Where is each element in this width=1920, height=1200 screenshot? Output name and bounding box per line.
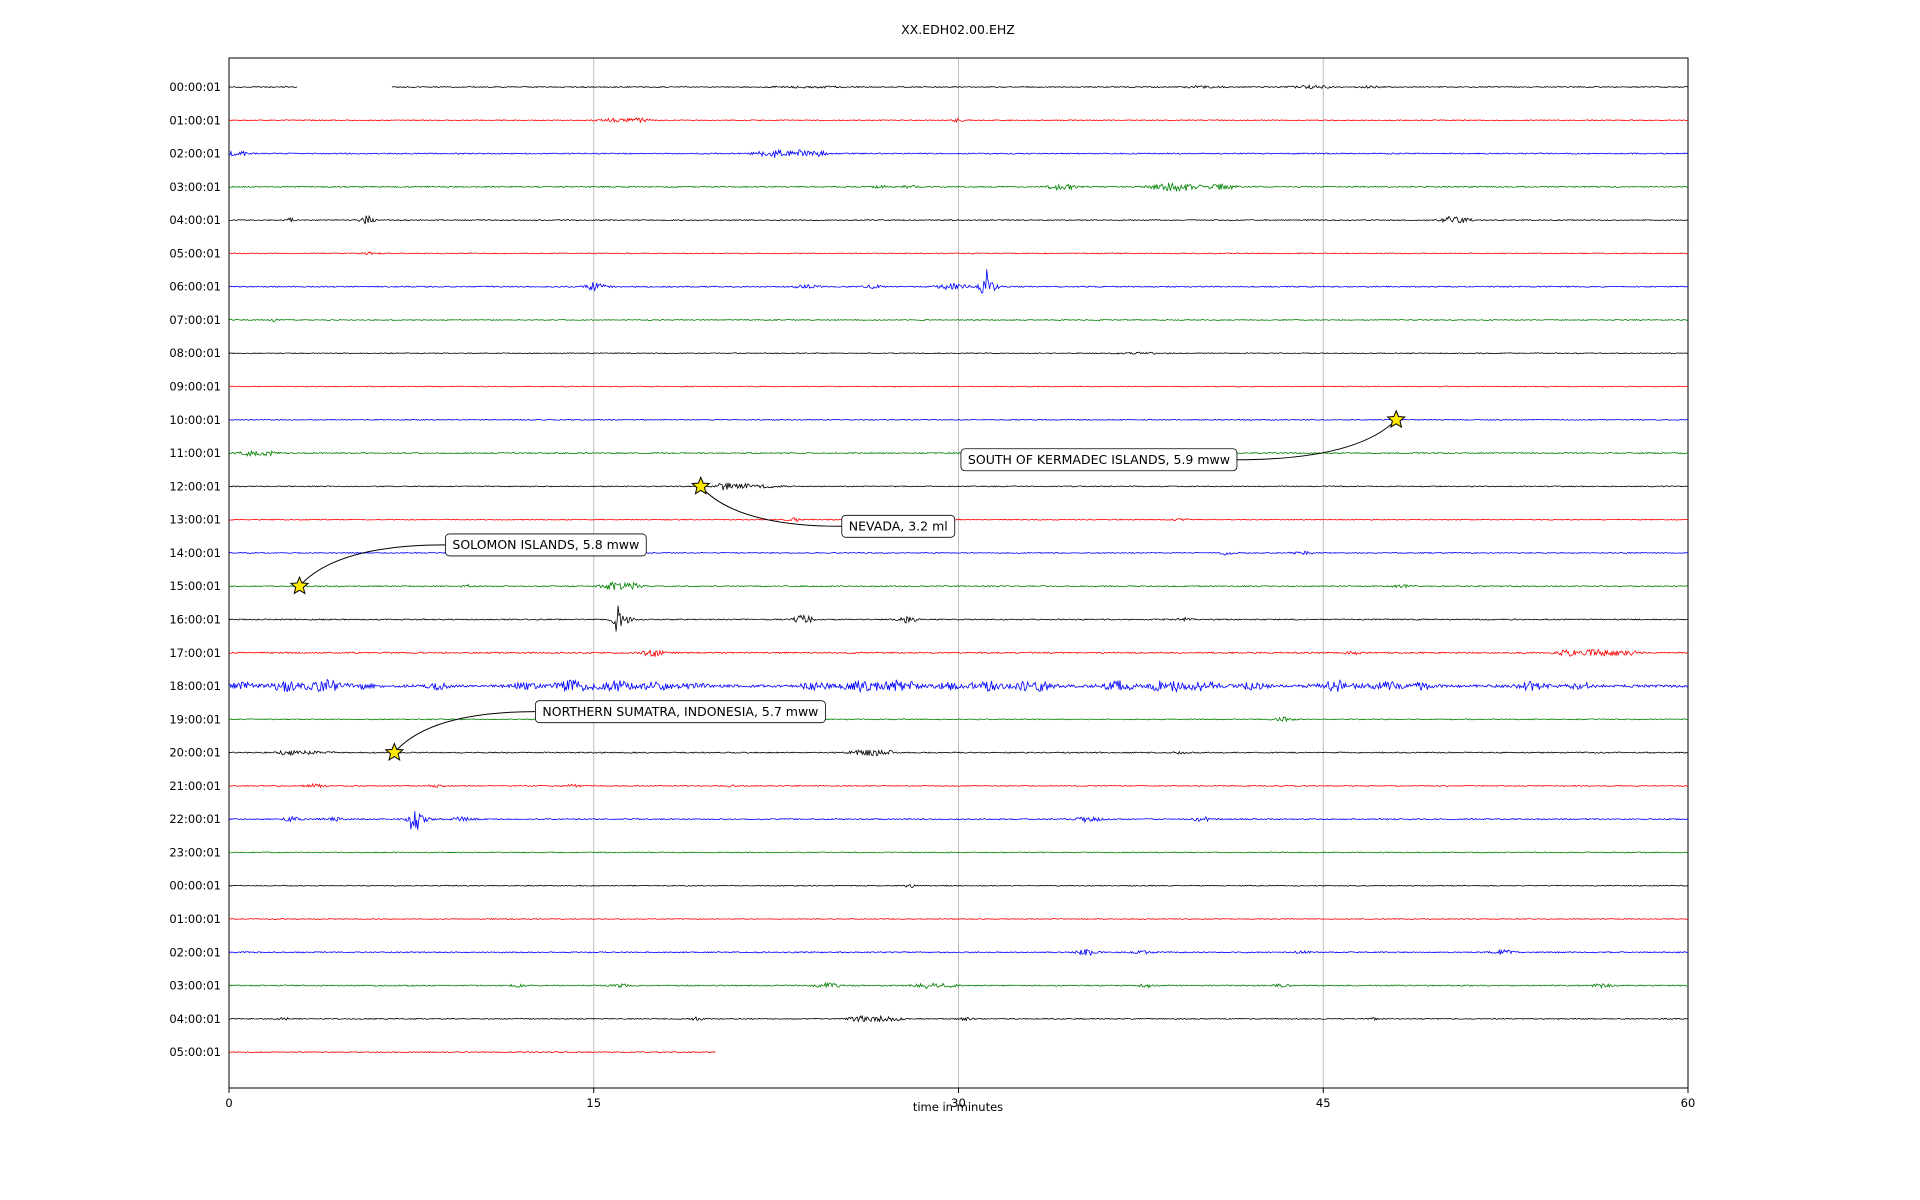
- row-time-label: 15:00:01: [169, 579, 221, 593]
- row-time-label: 14:00:01: [169, 546, 221, 560]
- seismogram-trace: [228, 117, 1689, 124]
- row-time-label: 05:00:01: [169, 246, 221, 260]
- event-star: [384, 742, 405, 761]
- seismogram-trace: [228, 782, 1689, 789]
- row-time-label: 17:00:01: [169, 646, 221, 660]
- seismogram-trace: [228, 214, 1689, 225]
- seismogram-trace: [228, 351, 1689, 355]
- row-time-label: 09:00:01: [169, 380, 221, 394]
- seismogram-trace: [228, 1014, 1689, 1023]
- row-time-label: 16:00:01: [169, 612, 221, 626]
- x-tick-label: 15: [586, 1096, 601, 1110]
- seismogram-trace: [228, 1051, 716, 1054]
- event-connector: [393, 711, 536, 753]
- seismogram-trace: [228, 385, 1689, 388]
- seismogram-trace: [228, 269, 1689, 294]
- seismogram-trace: [228, 948, 1689, 957]
- row-time-label: 18:00:01: [169, 679, 221, 693]
- event-label-box: [445, 533, 647, 557]
- row-time-label: 06:00:01: [169, 280, 221, 294]
- event-star: [690, 476, 711, 495]
- event-label-text: SOUTH OF KERMADEC ISLANDS, 5.9 mww: [968, 452, 1230, 467]
- seismogram-trace: [391, 84, 1688, 90]
- seismogram-trace: [228, 716, 1689, 723]
- row-time-label: 02:00:01: [169, 147, 221, 161]
- row-time-label: 04:00:01: [169, 1012, 221, 1026]
- seismogram-trace: [228, 86, 298, 88]
- event-connector: [700, 486, 842, 527]
- row-time-label: 21:00:01: [169, 779, 221, 793]
- row-time-label: 02:00:01: [169, 945, 221, 959]
- seismogram-trace: [228, 678, 1689, 694]
- row-time-label: 01:00:01: [169, 113, 221, 127]
- row-time-label: 13:00:01: [169, 513, 221, 527]
- row-time-label: 10:00:01: [169, 413, 221, 427]
- chart-title: XX.EDH02.00.EHZ: [901, 22, 1015, 37]
- seismogram-trace: [228, 811, 1689, 830]
- row-time-label: 00:00:01: [169, 879, 221, 893]
- event-label-text: SOLOMON ISLANDS, 5.8 mww: [452, 537, 639, 552]
- row-time-label: 01:00:01: [169, 912, 221, 926]
- event-label-text: NEVADA, 3.2 ml: [849, 518, 948, 533]
- row-time-label: 04:00:01: [169, 213, 221, 227]
- seismogram-trace: [228, 482, 1689, 491]
- x-axis-label: time in minutes: [912, 1100, 1004, 1114]
- x-tick-label: 60: [1681, 1096, 1696, 1110]
- seismogram-trace: [228, 418, 1689, 421]
- row-time-label: 19:00:01: [169, 712, 221, 726]
- event-label-text: NORTHERN SUMATRA, INDONESIA, 5.7 mww: [542, 704, 818, 719]
- seismogram-trace: [228, 318, 1689, 323]
- seismogram-trace: [228, 851, 1689, 854]
- seismogram-trace: [228, 251, 1689, 256]
- x-tick-label: 30: [951, 1096, 966, 1110]
- row-time-label: 00:00:01: [169, 80, 221, 94]
- event-label-box: [534, 700, 826, 724]
- event-connector: [299, 544, 446, 587]
- seismogram-trace: [228, 648, 1689, 657]
- row-time-label: 08:00:01: [169, 346, 221, 360]
- row-time-label: 05:00:01: [169, 1045, 221, 1059]
- seismogram-trace: [228, 981, 1689, 990]
- seismogram-trace: [228, 883, 1689, 888]
- row-time-label: 11:00:01: [169, 446, 221, 460]
- x-tick-label: 0: [225, 1096, 232, 1110]
- row-time-label: 22:00:01: [169, 812, 221, 826]
- seismogram-trace: [228, 181, 1689, 192]
- row-time-label: 07:00:01: [169, 313, 221, 327]
- seismogram-trace: [228, 450, 1689, 457]
- event-star: [289, 575, 310, 595]
- seismogram-trace: [228, 148, 1689, 158]
- row-time-label: 23:00:01: [169, 845, 221, 859]
- event-label-box: [841, 514, 956, 538]
- seismogram-trace: [228, 605, 1689, 632]
- event-connector: [1236, 419, 1397, 461]
- seismogram-trace: [228, 918, 1689, 920]
- row-time-label: 20:00:01: [169, 746, 221, 760]
- x-tick-label: 45: [1316, 1096, 1331, 1110]
- row-time-label: 12:00:01: [169, 479, 221, 493]
- row-time-label: 03:00:01: [169, 979, 221, 993]
- event-star: [1386, 409, 1407, 429]
- seismogram-trace: [228, 749, 1689, 757]
- row-time-label: 03:00:01: [169, 180, 221, 194]
- event-label-box: [960, 448, 1238, 472]
- seismogram-trace: [228, 580, 1689, 591]
- seismogram-trace: [228, 516, 1689, 523]
